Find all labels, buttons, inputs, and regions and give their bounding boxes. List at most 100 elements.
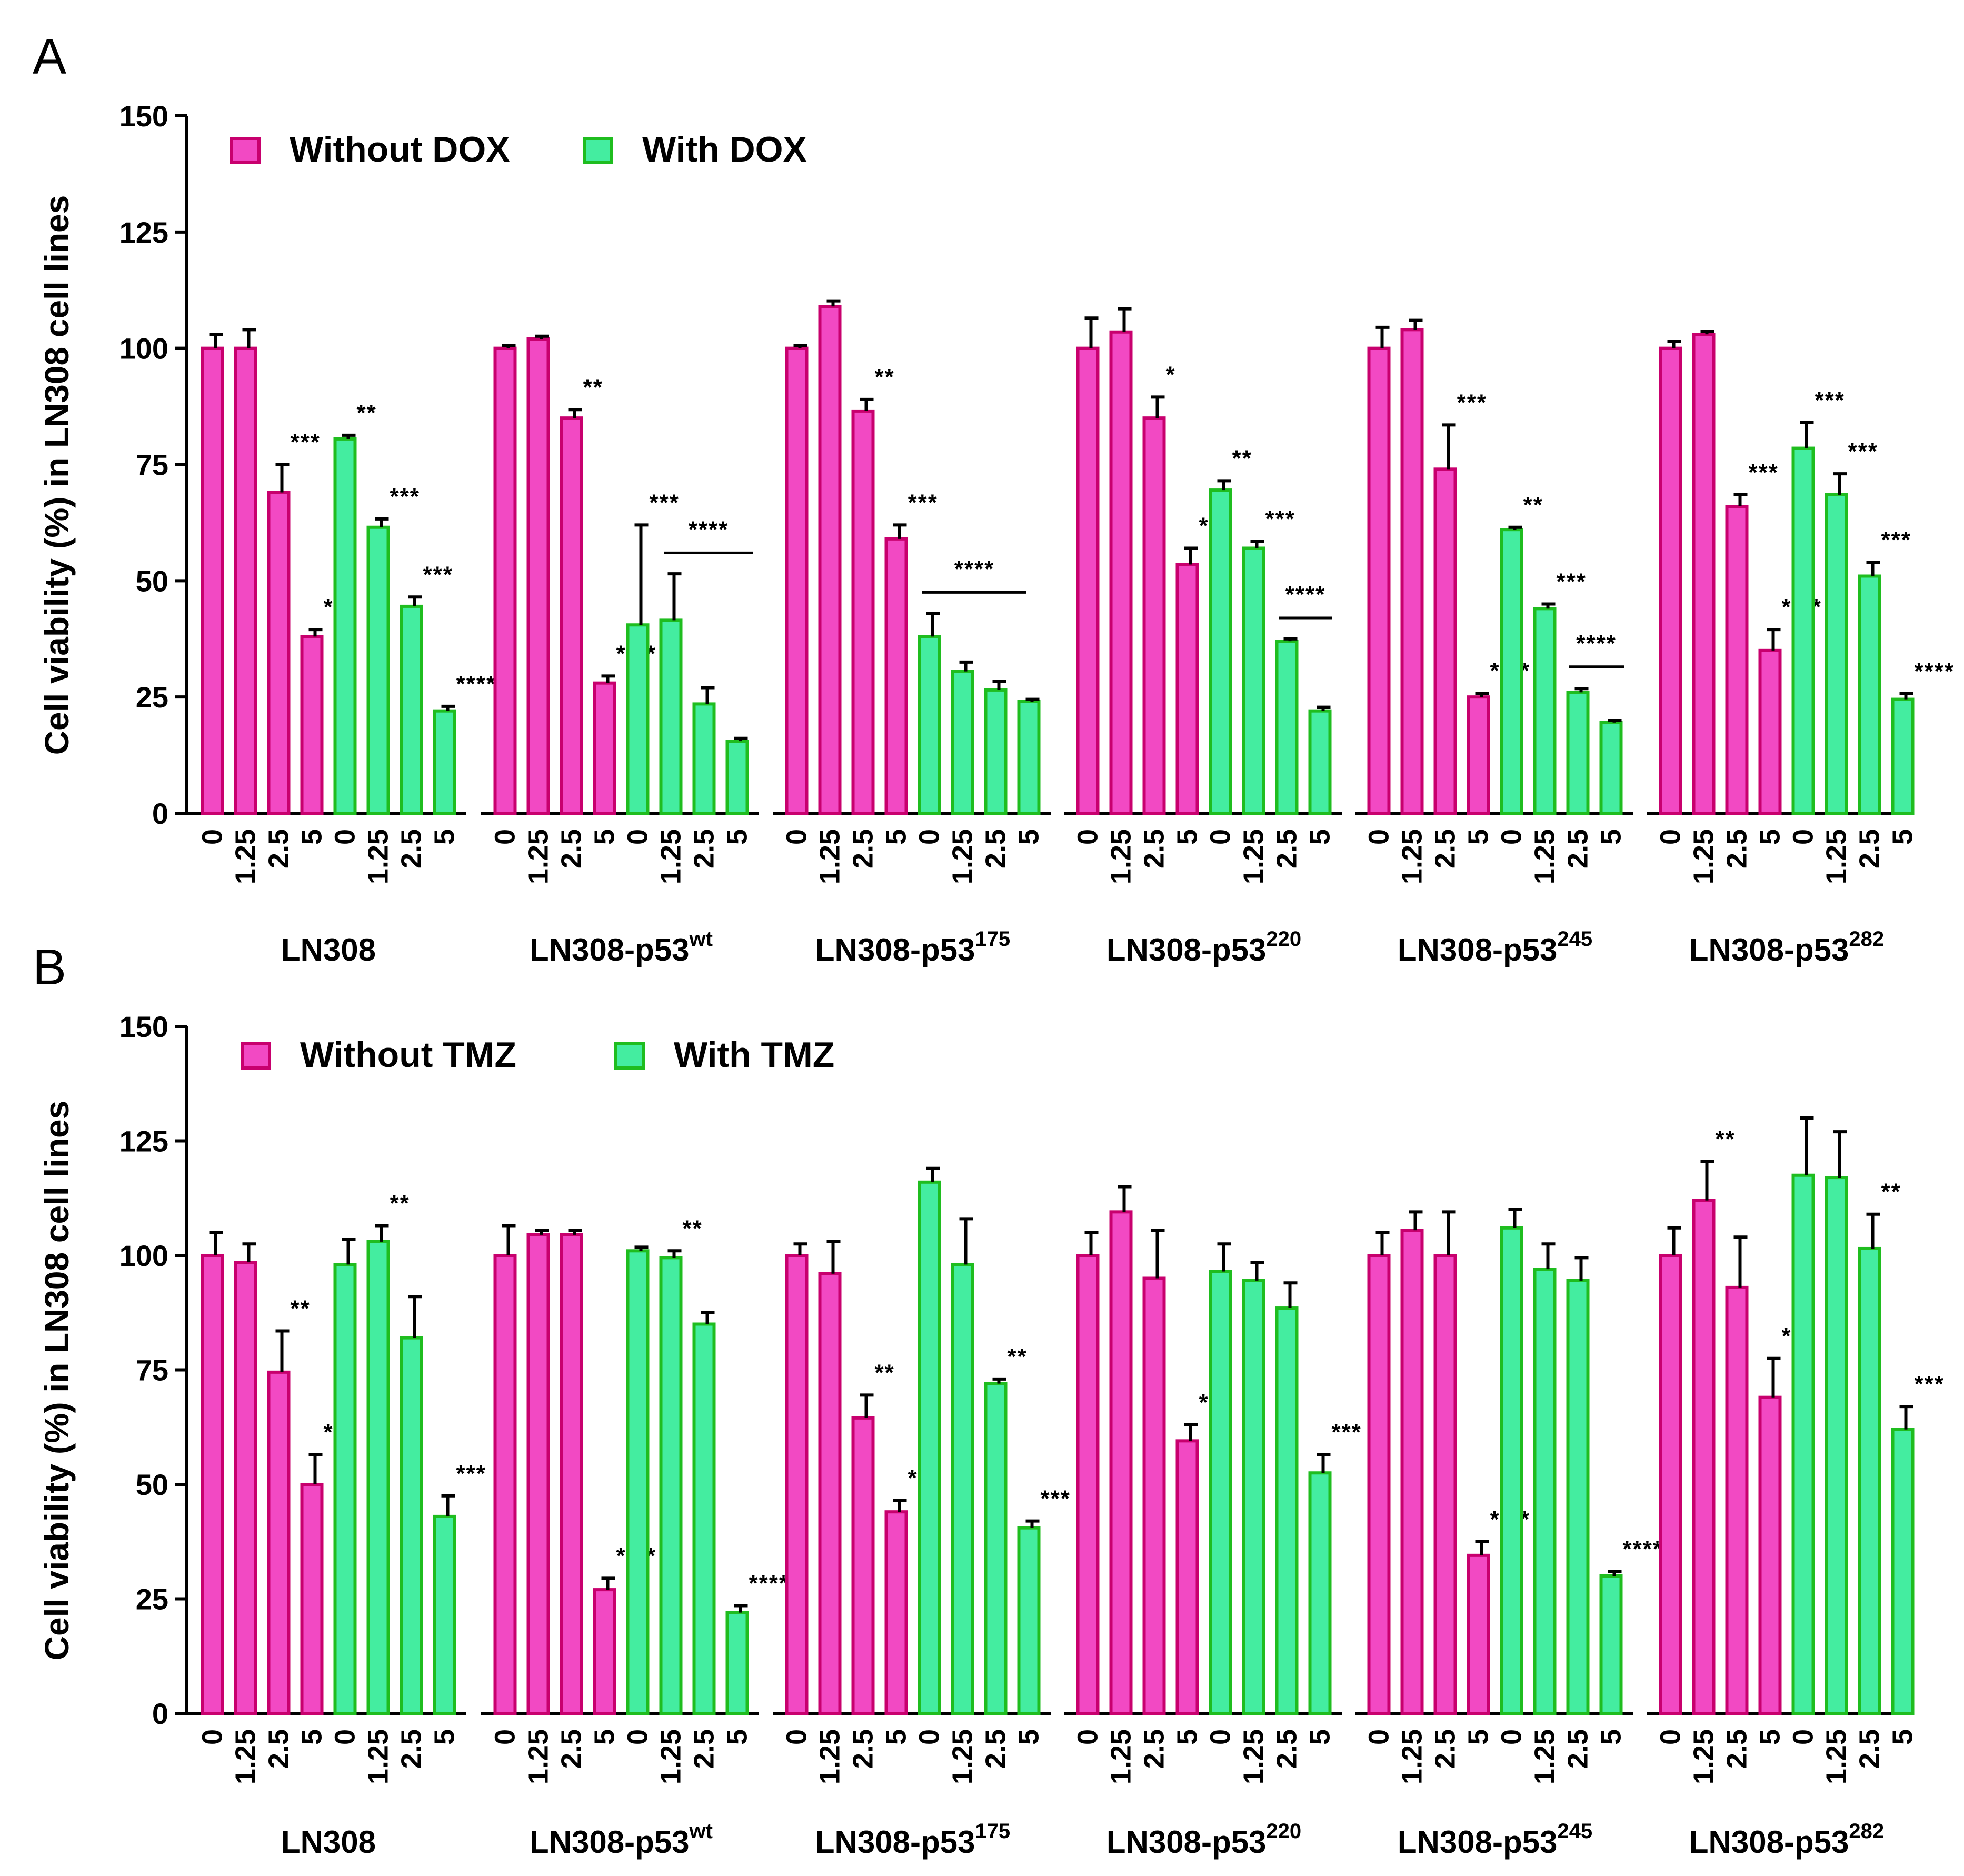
bar-without	[1367, 1254, 1391, 1715]
x-tick-label: 5	[1887, 1729, 1919, 1745]
significance-label: ****	[456, 671, 497, 697]
y-tick-label: 0	[152, 797, 168, 830]
significance-label: ***	[1457, 390, 1487, 415]
group-label: LN308-p53175	[815, 1820, 1010, 1860]
group-label-name: LN308-p53	[1106, 932, 1266, 967]
x-tick-label: 1.25	[523, 1729, 554, 1784]
x-tick-label: 2.5	[1854, 1729, 1886, 1769]
bar-with	[1242, 546, 1265, 815]
x-tick-label: 2.5	[1139, 829, 1170, 869]
x-tick-label: 1.25	[947, 1729, 979, 1784]
x-tick-label: 1.25	[1821, 1729, 1852, 1784]
x-tick-label: 0	[1788, 1729, 1819, 1745]
bar-with	[400, 1336, 423, 1715]
bracket-significance-label: ****	[1576, 631, 1617, 656]
x-tick-label: 1.25	[230, 1729, 262, 1784]
bar-with	[1791, 446, 1815, 815]
bar-with	[1891, 697, 1915, 815]
y-tick-label: 100	[119, 1239, 168, 1272]
significance-label: **	[1523, 492, 1543, 518]
group-label-name: LN308-p53	[1689, 1824, 1849, 1860]
significance-label: ***	[1848, 438, 1878, 464]
x-tick-label: 1.25	[1821, 829, 1852, 884]
x-tick-label: 1.25	[1105, 1729, 1137, 1784]
legend-without-swatch	[241, 1042, 271, 1070]
bar-with	[725, 1611, 749, 1715]
group-label: LN308-p53wt	[530, 1820, 713, 1860]
x-tick-label: 0	[197, 829, 228, 845]
group-label-superscript: 175	[975, 1820, 1010, 1843]
x-tick-label: 2.5	[1271, 1729, 1303, 1769]
x-tick-label: 2.5	[263, 1729, 295, 1769]
bar-with	[1275, 640, 1299, 815]
bar-with	[1566, 691, 1590, 815]
x-tick-label: 2.5	[1430, 1729, 1461, 1769]
bar-with	[1599, 721, 1623, 815]
bar-with	[918, 1180, 941, 1715]
group-label: LN308-p53220	[1106, 1820, 1301, 1860]
group-label: LN308-p53220	[1106, 927, 1301, 967]
bar-with	[1891, 1428, 1915, 1715]
x-tick-label: 5	[1172, 829, 1203, 845]
y-tick-label: 25	[136, 681, 168, 714]
legend-with-label: With TMZ	[674, 1035, 834, 1075]
group-label-superscript: 220	[1266, 1820, 1301, 1843]
bar-without	[1367, 346, 1391, 815]
significance-label: ***	[650, 490, 680, 515]
significance-label: ***	[291, 430, 321, 455]
bar-with	[1858, 574, 1881, 815]
x-tick-label: 0	[1496, 1729, 1528, 1745]
bar-without	[818, 1272, 842, 1715]
bar-without	[300, 635, 324, 815]
bar-without	[1758, 1395, 1782, 1715]
bar-with	[433, 1514, 456, 1715]
x-tick-label: 0	[1788, 829, 1819, 845]
bar-with	[1209, 1270, 1232, 1715]
x-tick-label: 0	[1205, 829, 1237, 845]
bar-without	[593, 681, 616, 815]
group-label-name: LN308-p53	[1689, 932, 1849, 967]
x-tick-label: 2.5	[1271, 829, 1303, 869]
y-tick-label: 125	[119, 1125, 168, 1158]
bar-without	[785, 346, 809, 815]
bar-with	[1017, 1526, 1041, 1715]
bar-with	[1791, 1173, 1815, 1715]
x-tick-label: 1.25	[230, 829, 262, 884]
x-tick-label: 5	[1172, 1729, 1203, 1745]
bar-with	[1308, 709, 1332, 815]
bar-without	[1076, 346, 1100, 815]
x-tick-label: 2.5	[1139, 1729, 1170, 1769]
x-tick-label: 5	[1754, 1729, 1786, 1745]
significance-label: ***	[1332, 1419, 1362, 1445]
bar-without	[593, 1588, 616, 1715]
x-tick-label: 2.5	[263, 829, 295, 869]
legend-without-label: Without TMZ	[300, 1035, 516, 1075]
bar-with	[333, 437, 357, 815]
bar-without	[1076, 1254, 1100, 1715]
group-label-name: LN308-p53	[815, 932, 975, 967]
bar-without	[1109, 330, 1133, 815]
x-tick-label: 1.25	[1529, 1729, 1561, 1784]
significance-label: **	[1232, 445, 1252, 471]
bar-without	[1175, 1439, 1199, 1715]
x-tick-label: 2.5	[1562, 1729, 1594, 1769]
bar-with	[1825, 1176, 1848, 1715]
significance-label: **	[875, 1360, 895, 1385]
significance-label: ***	[423, 562, 453, 587]
significance-label: ***	[456, 1461, 486, 1486]
bar-with	[626, 623, 650, 815]
significance-label: ***	[390, 484, 420, 510]
x-tick-label: 1.25	[1397, 1729, 1428, 1784]
bar-without	[851, 409, 875, 815]
group-label: LN308-p53245	[1398, 927, 1592, 967]
significance-label: ***	[1265, 506, 1295, 532]
bar-with	[1566, 1279, 1590, 1715]
bar-without	[234, 1261, 257, 1715]
x-tick-label: 5	[296, 1729, 328, 1745]
bar-without	[300, 1483, 324, 1715]
x-tick-label: 5	[589, 1729, 621, 1745]
x-tick-label: 5	[722, 829, 753, 845]
y-tick-label: 50	[136, 1468, 168, 1501]
group-label-name: LN308-p53	[530, 1824, 689, 1860]
